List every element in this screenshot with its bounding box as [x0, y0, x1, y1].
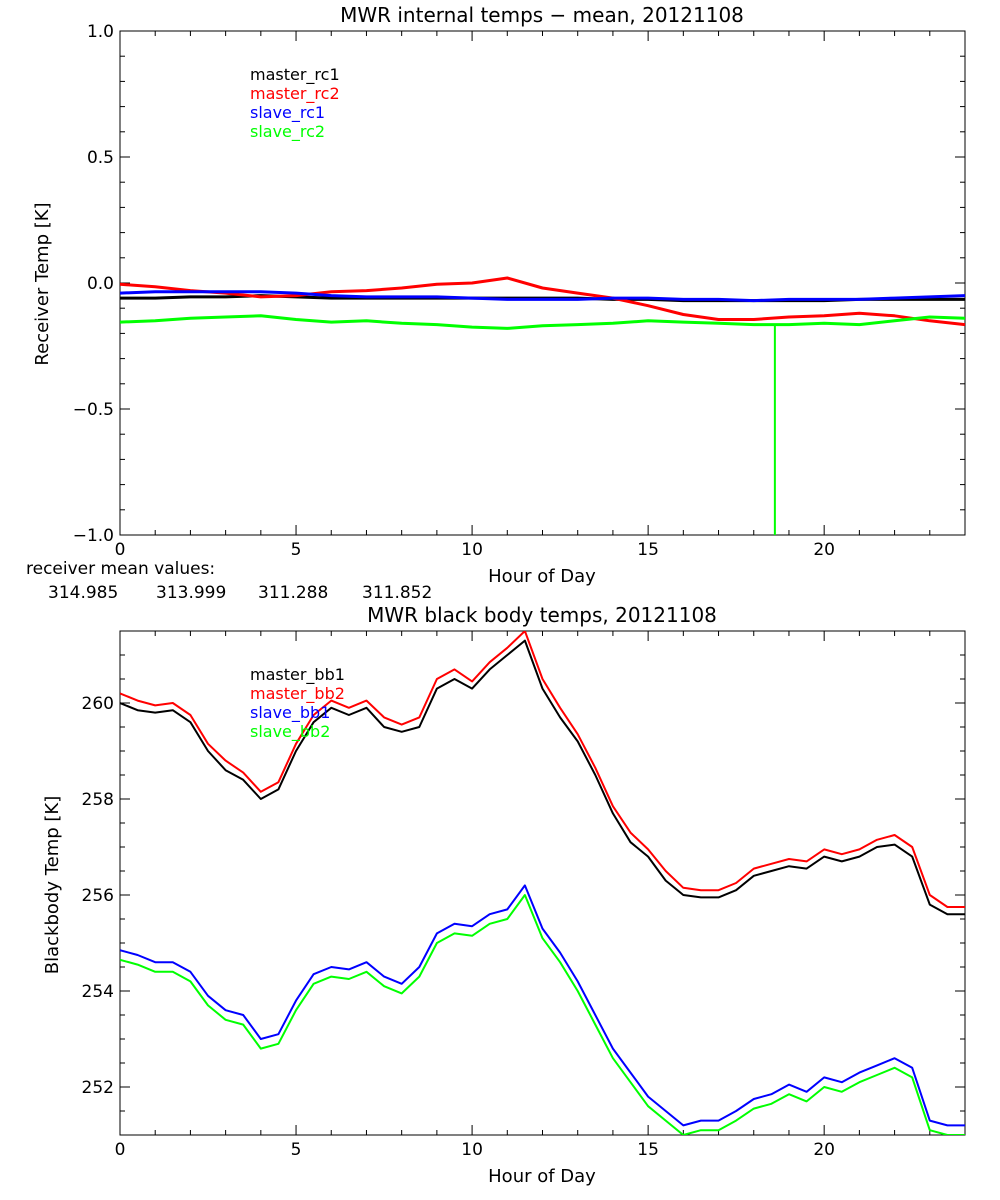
- blackbody-x-tick-label: 15: [637, 1140, 659, 1160]
- receiver-mean-master-rc2: 313.999: [156, 583, 226, 603]
- blackbody-chart-ylabel: Blackbody Temp [K]: [42, 796, 63, 974]
- legend-entry-master-rc1: master_rc1: [250, 65, 340, 85]
- receiver-mean-slave-rc2: 311.852: [362, 583, 432, 603]
- receiver-x-tick-label: 20: [813, 540, 835, 560]
- series-line-master-bb2: [120, 631, 965, 908]
- blackbody-chart-xlabel: Hour of Day: [488, 1166, 596, 1187]
- series-line-master-rc2: [120, 276, 965, 327]
- blackbody-y-tick-label: 260: [82, 694, 114, 714]
- blackbody-x-tick-label: 0: [115, 1140, 126, 1160]
- legend-entry-slave-bb1: slave_bb1: [250, 703, 330, 723]
- legend-entry-master-rc2: master_rc2: [250, 84, 340, 104]
- blackbody-chart-title: MWR black body temps, 20121108: [367, 603, 717, 627]
- receiver-chart-title: MWR internal temps − mean, 20121108: [340, 3, 744, 27]
- blackbody-x-tick-label: 20: [813, 1140, 835, 1160]
- legend-entry-slave-bb2: slave_bb2: [250, 722, 330, 742]
- receiver-mean-master-rc1: 314.985: [48, 583, 118, 603]
- series-line-slave-rc2: [120, 314, 965, 330]
- blackbody-x-tick-label: 5: [291, 1140, 302, 1160]
- receiver-y-tick-label: −0.5: [73, 400, 114, 420]
- receiver-y-tick-label: 1.0: [87, 22, 114, 42]
- receiver-chart-ylabel: Receiver Temp [K]: [32, 202, 53, 365]
- receiver-means-label: receiver mean values:: [26, 559, 215, 579]
- series-line-master-bb1: [120, 639, 965, 916]
- receiver-x-tick-label: 15: [637, 540, 659, 560]
- legend-entry-slave-rc1: slave_rc1: [250, 103, 325, 123]
- receiver-y-tick-label: 0.5: [87, 148, 114, 168]
- blackbody-temps-chart: MWR black body temps, 20121108 Hour of D…: [42, 603, 966, 1187]
- legend-entry-master-bb2: master_bb2: [250, 684, 345, 704]
- receiver-mean-slave-rc1: 311.288: [258, 583, 328, 603]
- receiver-means: receiver mean values: 314.985 313.999 31…: [26, 559, 432, 603]
- receiver-chart-xlabel: Hour of Day: [488, 566, 596, 587]
- receiver-plot-frame: [119, 30, 966, 536]
- receiver-x-tick-label: 5: [291, 540, 302, 560]
- receiver-x-tick-label: 0: [115, 540, 126, 560]
- receiver-x-tick-label: 10: [461, 540, 483, 560]
- series-line-slave-bb1: [120, 884, 965, 1127]
- blackbody-y-tick-label: 252: [82, 1078, 114, 1098]
- receiver-y-tick-label: 0.0: [87, 274, 114, 294]
- blackbody-y-tick-label: 258: [82, 790, 114, 810]
- blackbody-y-tick-label: 254: [82, 982, 114, 1002]
- series-line-slave-bb2: [120, 894, 965, 1135]
- receiver-temps-chart: MWR internal temps − mean, 20121108 Hour…: [32, 3, 966, 587]
- series-line-slave-rc1: [120, 290, 965, 303]
- receiver-y-tick-label: −1.0: [73, 526, 114, 546]
- blackbody-x-tick-label: 10: [461, 1140, 483, 1160]
- blackbody-plot-frame: [119, 630, 966, 1136]
- blackbody-y-tick-label: 256: [82, 886, 114, 906]
- legend-entry-slave-rc2: slave_rc2: [250, 122, 325, 142]
- legend-entry-master-bb1: master_bb1: [250, 665, 345, 685]
